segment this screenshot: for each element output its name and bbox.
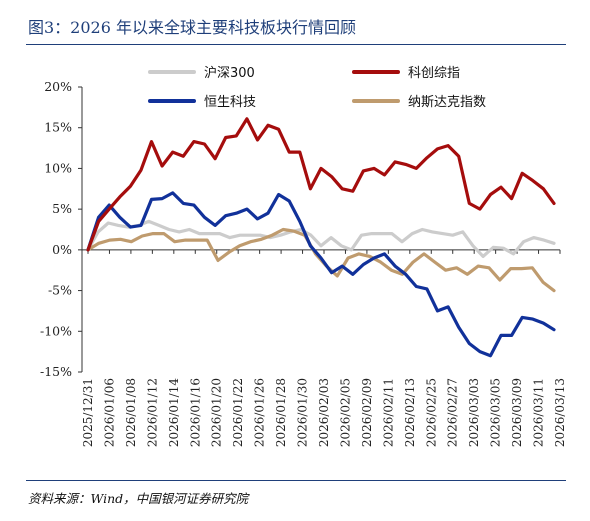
chart-title: 图3：2026 年以来全球主要科技板块行情回顾 xyxy=(28,18,356,37)
y-tick-label: -15% xyxy=(40,364,72,379)
series-line-2 xyxy=(86,117,556,252)
x-tick-label: 2026/01/08 xyxy=(124,378,138,447)
series-line-1 xyxy=(86,219,556,258)
x-tick-label: 2026/01/28 xyxy=(274,378,288,447)
x-tick-label: 2026/01/12 xyxy=(145,378,159,447)
x-tick-label: 2026/01/16 xyxy=(188,378,202,447)
x-tick-label: 2026/01/06 xyxy=(102,378,116,447)
x-tick-label: 2026/01/14 xyxy=(167,378,181,448)
x-tick-label: 2026/01/30 xyxy=(296,378,310,447)
x-tick-label: 2026/02/09 xyxy=(360,378,374,447)
y-tick-label: 5% xyxy=(52,201,72,216)
y-tick-label: -5% xyxy=(48,283,72,298)
series-line-3 xyxy=(86,191,556,358)
x-tick-label: 2026/01/22 xyxy=(231,378,245,447)
x-tick-label: 2026/02/03 xyxy=(317,378,331,447)
chart-axes: -15% -10% -5% 0% 5% 10% 15% 20% 2025/12/31 2026/0… xyxy=(40,79,567,447)
x-tick-label: 2026/02/11 xyxy=(381,378,395,447)
y-tick-label: -10% xyxy=(40,323,72,338)
chart-lines xyxy=(86,117,556,358)
y-tick-label: 20% xyxy=(44,79,72,94)
x-tick-label: 2026/03/03 xyxy=(467,378,481,447)
x-tick-label: 2026/02/13 xyxy=(403,378,417,447)
x-tick-label: 2026/01/26 xyxy=(253,378,267,447)
legend-label: 沪深300 xyxy=(204,65,255,81)
title-divider xyxy=(26,44,566,45)
x-tick-label: 2026/02/25 xyxy=(424,378,438,447)
x-tick-label: 2026/02/05 xyxy=(338,378,352,447)
y-tick-label: 15% xyxy=(44,120,72,135)
footer-divider xyxy=(26,480,566,481)
legend-label: 纳斯达克指数 xyxy=(408,95,486,110)
y-tick-label: 10% xyxy=(44,160,72,175)
x-tick-label: 2026/02/27 xyxy=(446,378,460,447)
x-tick-label: 2026/03/11 xyxy=(532,378,546,447)
x-tick-label: 2026/03/13 xyxy=(553,378,567,447)
x-tick-label: 2026/03/05 xyxy=(489,378,503,447)
x-tick-label: 2025/12/31 xyxy=(81,378,95,447)
legend-label: 恒生科技 xyxy=(204,95,256,110)
y-tick-label: 0% xyxy=(52,242,72,257)
source-note: 资料来源：Wind，中国银河证券研究院 xyxy=(28,491,249,506)
x-tick-label: 2026/03/09 xyxy=(510,378,524,447)
x-tick-label: 2026/01/20 xyxy=(210,378,224,447)
legend-label: 科创综指 xyxy=(408,66,460,81)
